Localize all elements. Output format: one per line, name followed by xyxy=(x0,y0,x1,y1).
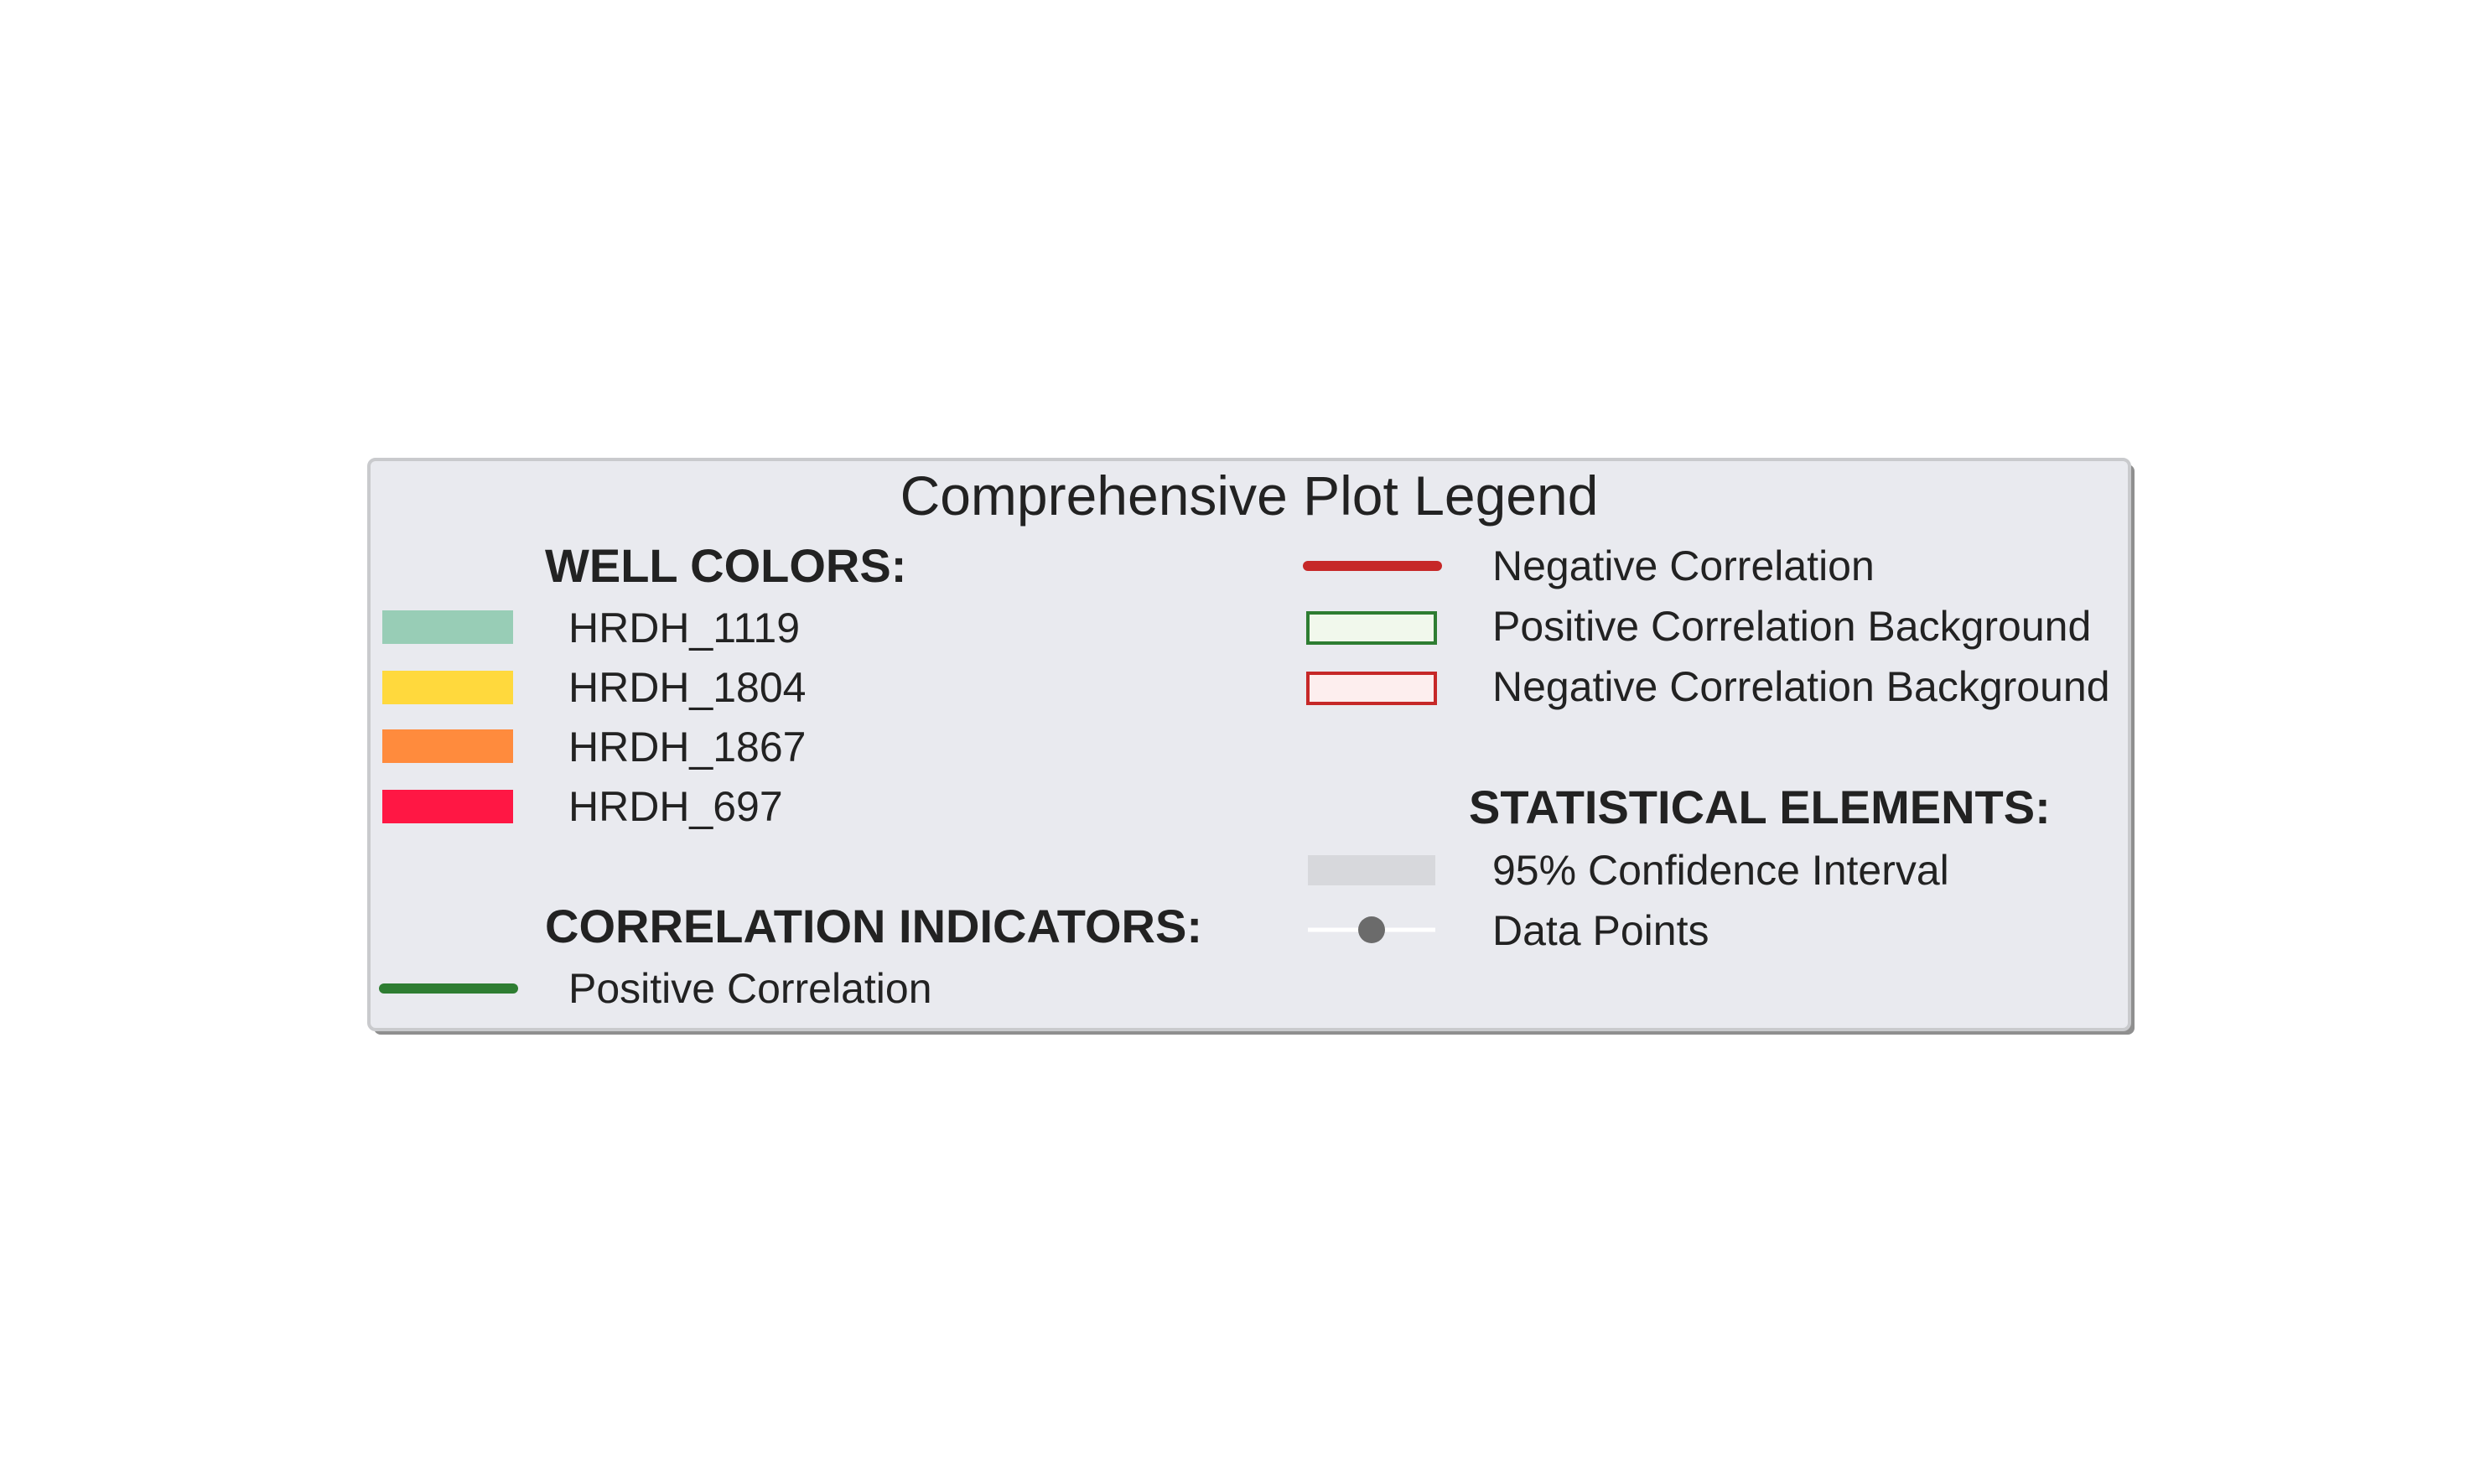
legend-title: Comprehensive Plot Legend xyxy=(900,464,1599,527)
section-heading-well-colors: WELL COLORS: xyxy=(545,539,906,592)
legend-label-data-points: Data Points xyxy=(1492,907,1709,954)
legend-label-hrdh-1867: HRDH_1867 xyxy=(568,724,806,771)
legend-marker-data-points-dot xyxy=(1358,916,1385,943)
legend-marker-hrdh-1867 xyxy=(382,729,513,763)
legend-label-hrdh-697: HRDH_697 xyxy=(568,783,783,830)
legend-marker-positive-correlation-background xyxy=(1306,611,1437,645)
legend-marker-negative-correlation-background xyxy=(1306,672,1437,705)
section-heading-statistical-elements: STATISTICAL ELEMENTS: xyxy=(1469,781,2051,833)
legend-label-confidence-interval: 95% Confidence Interval xyxy=(1492,847,1949,894)
legend-label-positive-correlation-background: Positive Correlation Background xyxy=(1492,603,2091,650)
legend-label-positive-correlation: Positive Correlation xyxy=(568,965,932,1012)
legend-marker-hrdh-1119 xyxy=(382,610,513,644)
section-heading-correlation-indicators: CORRELATION INDICATORS: xyxy=(545,900,1202,952)
legend-marker-hrdh-697 xyxy=(382,790,513,823)
legend-marker-hrdh-1804 xyxy=(382,671,513,704)
legend-label-negative-correlation-background: Negative Correlation Background xyxy=(1492,663,2110,710)
legend-label-hrdh-1119: HRDH_1119 xyxy=(568,604,800,651)
legend-label-hrdh-1804: HRDH_1804 xyxy=(568,664,806,711)
legend-label-negative-correlation: Negative Correlation xyxy=(1492,542,1875,589)
legend-frame xyxy=(367,458,2131,1031)
legend-marker-confidence-interval xyxy=(1308,855,1435,885)
